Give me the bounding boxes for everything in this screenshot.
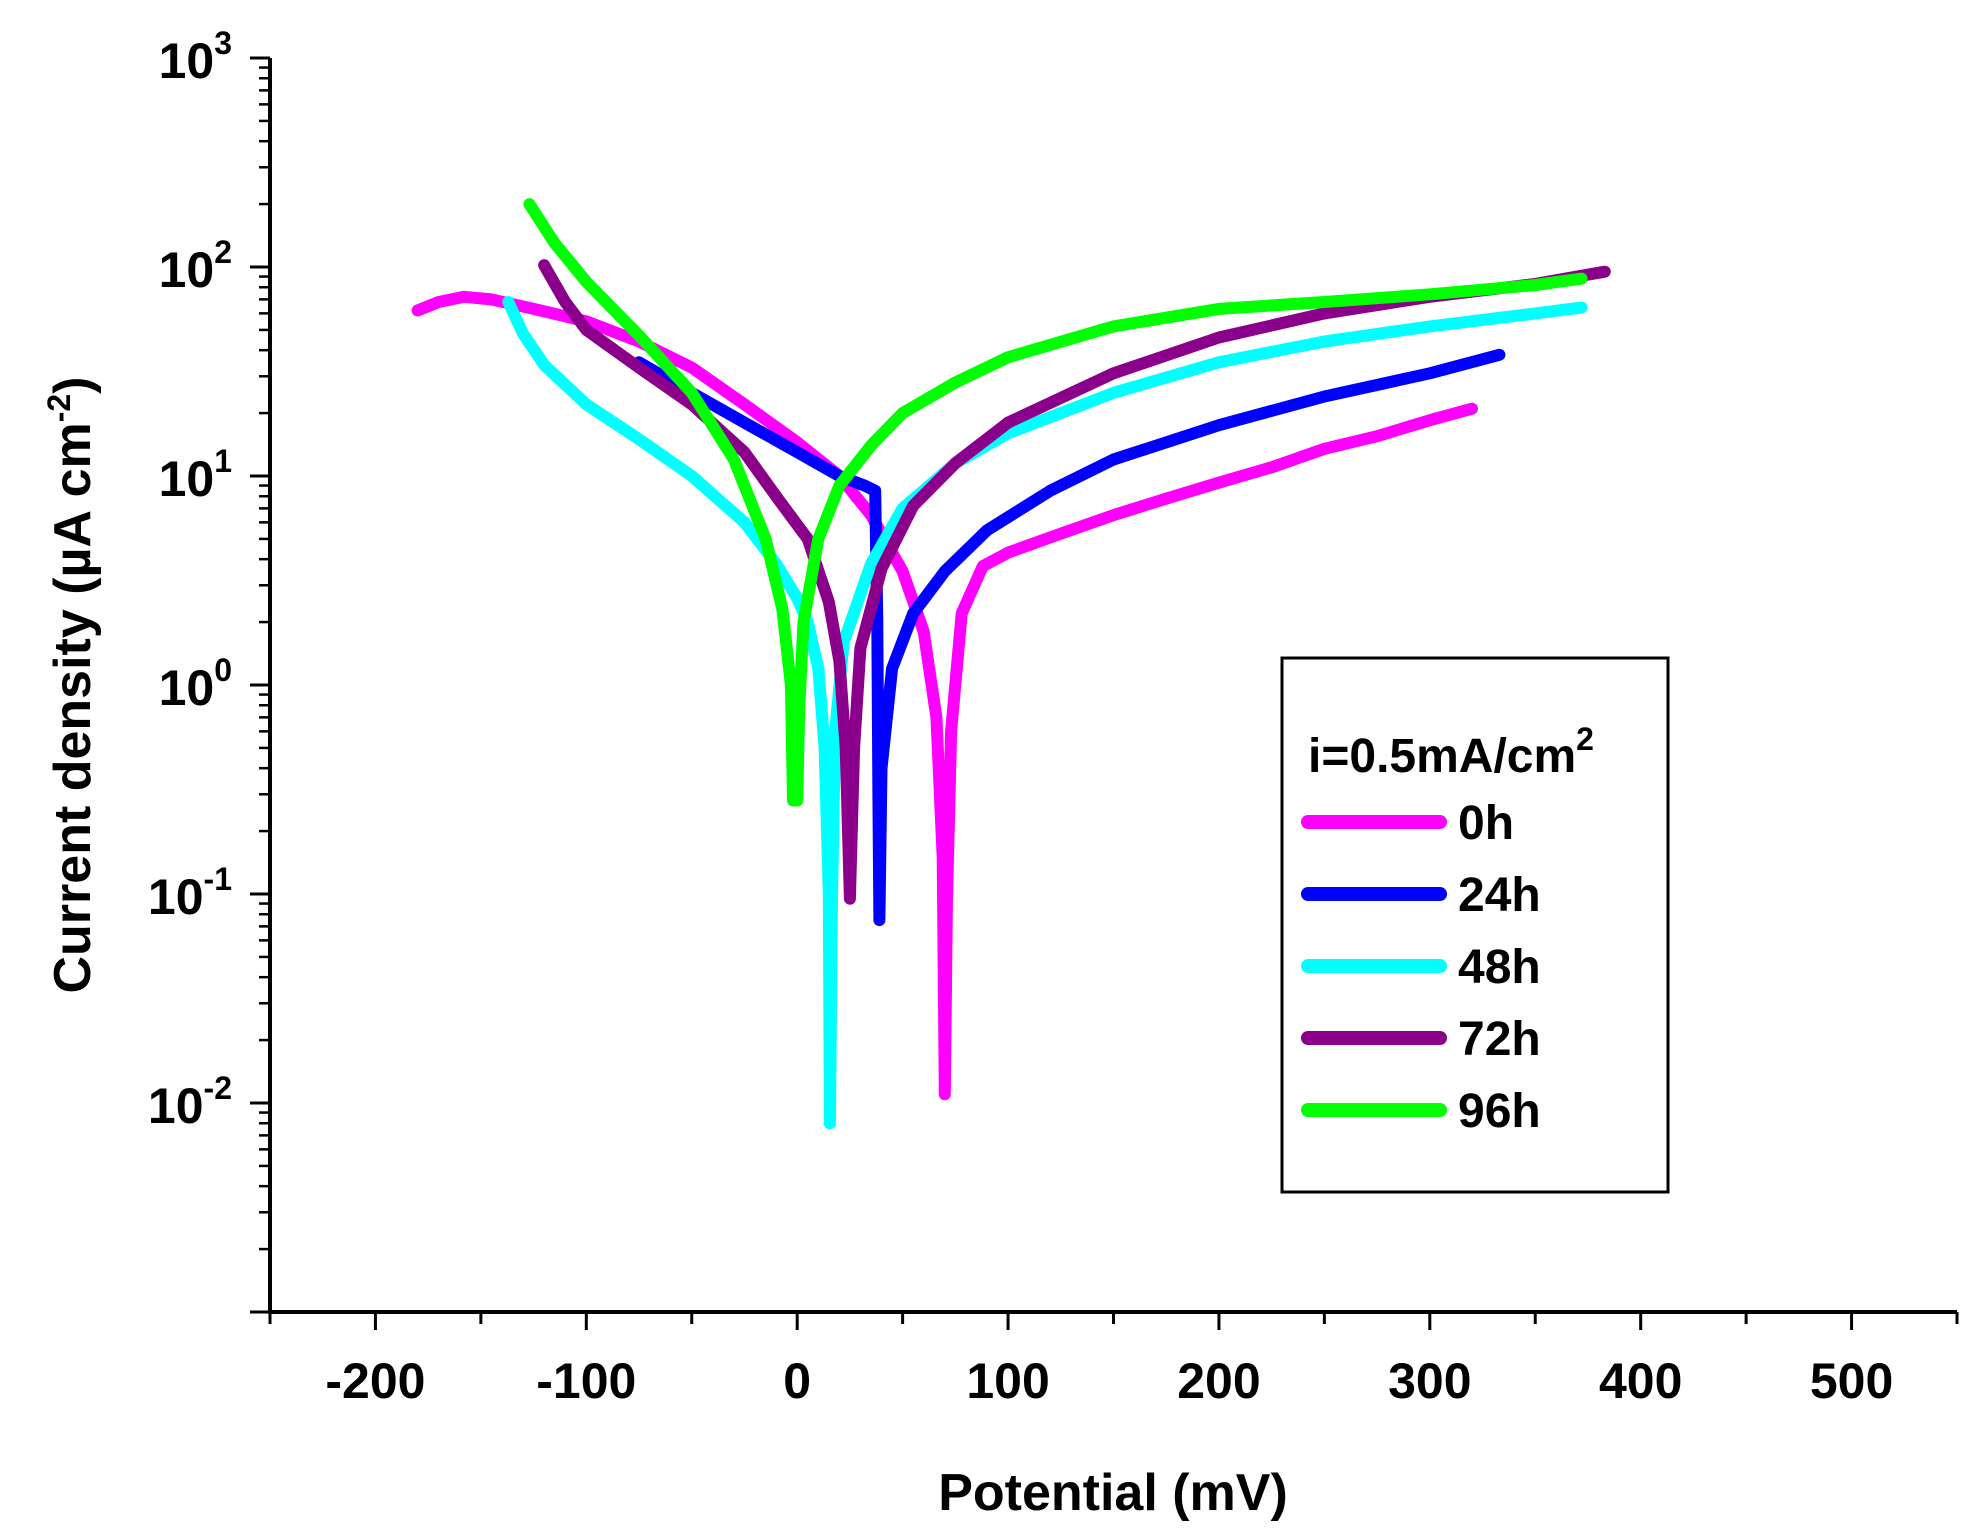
y-tick-label: 10-2 xyxy=(148,1070,232,1134)
x-tick-label: -200 xyxy=(325,1353,425,1409)
y-tick-base: 10 xyxy=(159,451,215,507)
legend-label-0h: 0h xyxy=(1458,797,1514,850)
y-tick-exponent: 2 xyxy=(214,234,232,270)
y-tick-label: 103 xyxy=(159,25,232,89)
series-line-48h xyxy=(502,296,1588,1130)
y-tick-exponent: -1 xyxy=(204,861,232,897)
y-tick-label: 100 xyxy=(159,652,232,716)
y-axis-title-exp: -2 xyxy=(41,394,77,422)
x-axis-title: Potential (mV) xyxy=(938,1464,1288,1522)
x-tick-label: 100 xyxy=(966,1353,1049,1409)
series-line-72h xyxy=(538,259,1611,905)
legend-title-sup: 2 xyxy=(1576,721,1594,757)
legend-label-24h: 24h xyxy=(1458,869,1541,922)
y-tick-label: 102 xyxy=(159,234,232,298)
x-ticks: -200 -100 0 100 200 300 400 500 xyxy=(268,1312,1959,1409)
legend-label-48h: 48h xyxy=(1458,941,1541,994)
legend: i=0.5mA/cm2 0h 24h 48h 72h 96h xyxy=(1280,656,1670,1194)
y-tick-base: 10 xyxy=(148,869,204,925)
legend-title: i=0.5mA/cm2 xyxy=(1308,721,1594,783)
y-tick-exponent: 1 xyxy=(214,443,232,479)
legend-title-main: i=0.5mA/cm xyxy=(1308,730,1576,783)
x-tick-label: 400 xyxy=(1599,1353,1682,1409)
y-tick-exponent: 3 xyxy=(214,25,232,61)
series-line-24h xyxy=(633,348,1506,927)
y-tick-base: 10 xyxy=(159,33,215,89)
legend-label-72h: 72h xyxy=(1458,1013,1541,1066)
series-line-96h xyxy=(523,198,1588,807)
legend-label-96h: 96h xyxy=(1458,1085,1541,1138)
y-tick-label: 10-1 xyxy=(148,861,232,925)
y-axis-title-main: Current density (µA cm xyxy=(44,422,102,993)
series-layer xyxy=(411,198,1611,1130)
axes: -200 -100 0 100 200 300 400 500 10-210-11001011… xyxy=(148,25,1959,1409)
x-tick-label: 500 xyxy=(1810,1353,1893,1409)
y-tick-exponent: 0 xyxy=(214,652,232,688)
y-tick-exponent: -2 xyxy=(204,1070,232,1106)
legend-items: 0h 24h 48h 72h 96h xyxy=(1301,797,1541,1138)
x-tick-label: 300 xyxy=(1388,1353,1471,1409)
x-tick-label: 200 xyxy=(1177,1353,1260,1409)
y-tick-base: 10 xyxy=(159,660,215,716)
y-axis-title-close: ) xyxy=(44,376,102,393)
y-tick-label: 101 xyxy=(159,443,232,507)
x-tick-label: -100 xyxy=(536,1353,636,1409)
y-axis-title: Current density (µA cm-2) xyxy=(41,376,102,993)
y-tick-base: 10 xyxy=(148,1078,204,1134)
y-tick-base: 10 xyxy=(159,242,215,298)
x-tick-label: 0 xyxy=(783,1353,811,1409)
